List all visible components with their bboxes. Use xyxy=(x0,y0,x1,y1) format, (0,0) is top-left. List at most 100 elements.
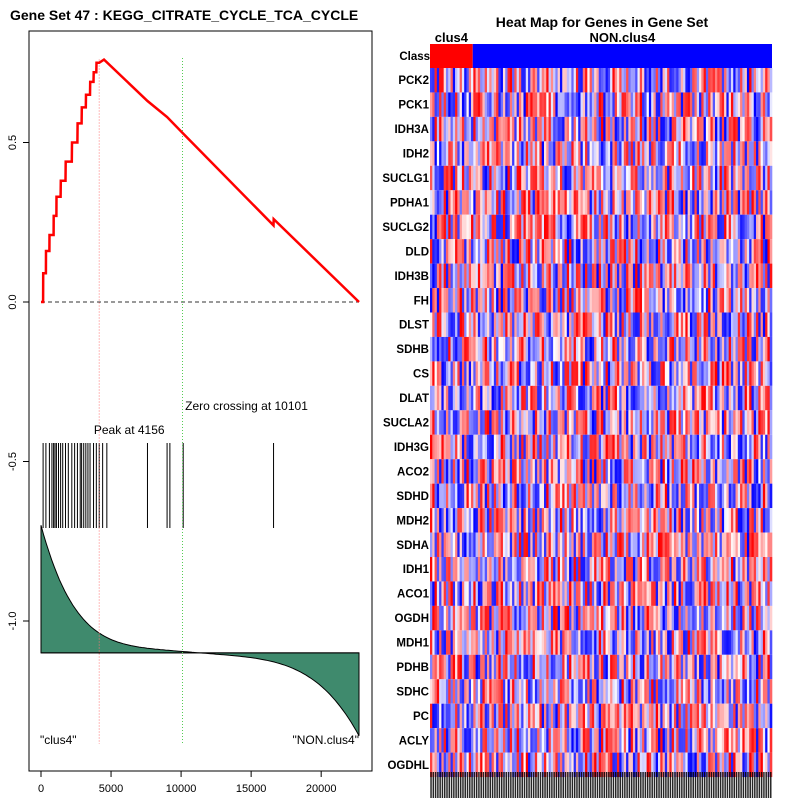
heatmap-cell xyxy=(687,385,691,411)
heatmap-cell xyxy=(637,141,641,166)
heatmap-cell xyxy=(598,141,602,166)
heatmap-cell xyxy=(534,92,538,117)
heatmap-cell xyxy=(473,214,476,240)
heatmap-cell xyxy=(587,459,590,484)
heatmap-cell xyxy=(518,459,522,484)
heatmap-cell xyxy=(566,459,570,484)
heatmap-cell xyxy=(544,239,547,264)
heatmap-cell xyxy=(575,68,579,93)
heatmap-cell xyxy=(459,385,463,411)
heatmap-cell xyxy=(683,703,686,729)
heatmap-cell xyxy=(436,508,440,533)
heatmap-cell xyxy=(537,190,540,215)
heatmap-cell xyxy=(546,288,549,313)
heatmap-cell xyxy=(587,483,590,509)
heatmap-cell xyxy=(496,385,499,411)
heatmap-cell xyxy=(621,92,625,117)
sample-label xyxy=(608,772,610,798)
heatmap-cell xyxy=(742,92,745,117)
heatmap-cell xyxy=(516,141,520,166)
heatmap-cell xyxy=(710,141,714,166)
sample-label xyxy=(471,772,473,798)
heatmap-cell xyxy=(626,752,629,778)
heatmap-cell xyxy=(457,434,460,460)
heatmap-cell xyxy=(705,288,709,313)
heatmap-cell xyxy=(601,557,604,582)
heatmap-cell xyxy=(434,141,438,166)
heatmap-cell xyxy=(655,312,659,337)
heatmap-cell xyxy=(730,557,734,582)
heatmap-cell xyxy=(623,703,627,729)
heatmap-cell xyxy=(671,459,675,484)
heatmap-cell xyxy=(692,116,695,142)
heatmap-row xyxy=(430,605,773,631)
heatmap-cell xyxy=(564,752,568,778)
heatmap-cell xyxy=(746,483,750,509)
heatmap-cell xyxy=(648,654,652,680)
heatmap-cell xyxy=(534,141,538,166)
heatmap-cell xyxy=(523,361,527,386)
heatmap-cell xyxy=(509,752,513,778)
heatmap-cell xyxy=(523,141,527,166)
heatmap-cell xyxy=(762,557,766,582)
heatmap-cell xyxy=(765,532,768,557)
heatmap-cell xyxy=(603,557,606,582)
heatmap-cell xyxy=(594,190,597,215)
heatmap-cell xyxy=(573,288,577,313)
heatmap-cell xyxy=(616,508,620,533)
heatmap-cell xyxy=(434,459,438,484)
heatmap-cell xyxy=(733,703,736,729)
heatmap-cell xyxy=(507,630,511,655)
heatmap-cell xyxy=(475,385,479,411)
heatmap-cell xyxy=(762,214,766,240)
heatmap-cell xyxy=(464,532,467,557)
heatmap-cell xyxy=(623,190,627,215)
heatmap-cell xyxy=(530,459,533,484)
heatmap-cell xyxy=(753,557,757,582)
heatmap-cell xyxy=(505,141,508,166)
heatmap-cell xyxy=(635,434,638,460)
heatmap-cell xyxy=(644,263,647,289)
heatmap-cell xyxy=(566,312,570,337)
heatmap-cell xyxy=(701,141,704,166)
heatmap-cell xyxy=(765,336,768,362)
heatmap-cell xyxy=(733,385,736,411)
heatmap-cell xyxy=(705,312,709,337)
heatmap-cell xyxy=(719,508,723,533)
heatmap-cell xyxy=(523,190,527,215)
heatmap-cell xyxy=(496,508,499,533)
heatmap-cell xyxy=(578,728,581,753)
heatmap-cell xyxy=(591,630,595,655)
heatmap-cell xyxy=(516,728,520,753)
heatmap-cell xyxy=(585,68,588,93)
heatmap-cell xyxy=(569,214,572,240)
heatmap-cell xyxy=(491,263,495,289)
heatmap-cell xyxy=(694,336,698,362)
heatmap-cell xyxy=(509,385,513,411)
heatmap-cell xyxy=(751,116,755,142)
heatmap-cell xyxy=(585,654,588,680)
heatmap-cell xyxy=(683,508,686,533)
heatmap-cell xyxy=(596,214,600,240)
heatmap-cell xyxy=(676,410,679,435)
heatmap-cell xyxy=(630,68,634,93)
heatmap-cell xyxy=(715,385,718,411)
heatmap-cell xyxy=(751,141,755,166)
heatmap-cell xyxy=(434,214,438,240)
heatmap-cell xyxy=(769,239,773,264)
sample-label xyxy=(466,772,469,798)
heatmap-cell xyxy=(523,508,527,533)
heatmap-cell xyxy=(548,508,552,533)
heatmap-cell xyxy=(571,141,574,166)
heatmap-cell xyxy=(696,165,700,191)
heatmap-cell xyxy=(482,92,486,117)
heatmap-cell xyxy=(484,703,488,729)
heatmap-cell xyxy=(630,141,634,166)
heatmap-cell xyxy=(610,630,613,655)
heatmap-cell xyxy=(735,288,739,313)
heatmap-cell xyxy=(541,141,545,166)
rank-metric-fill xyxy=(40,525,360,737)
heatmap-cell xyxy=(507,483,511,509)
heatmap-cell xyxy=(452,239,456,264)
heatmap-cell xyxy=(744,312,748,337)
